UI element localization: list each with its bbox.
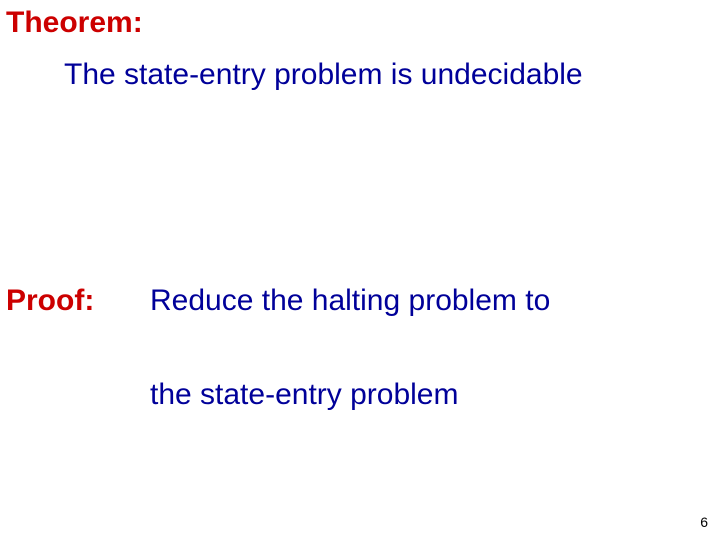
theorem-statement: The state-entry problem is undecidable — [64, 58, 583, 92]
proof-label: Proof: — [6, 284, 94, 318]
theorem-label: Theorem: — [6, 6, 143, 40]
proof-text-line2: the state-entry problem — [150, 378, 458, 412]
slide: Theorem: The state-entry problem is unde… — [0, 0, 720, 540]
proof-text-line1: Reduce the halting problem to — [150, 284, 550, 318]
page-number: 6 — [700, 514, 708, 530]
